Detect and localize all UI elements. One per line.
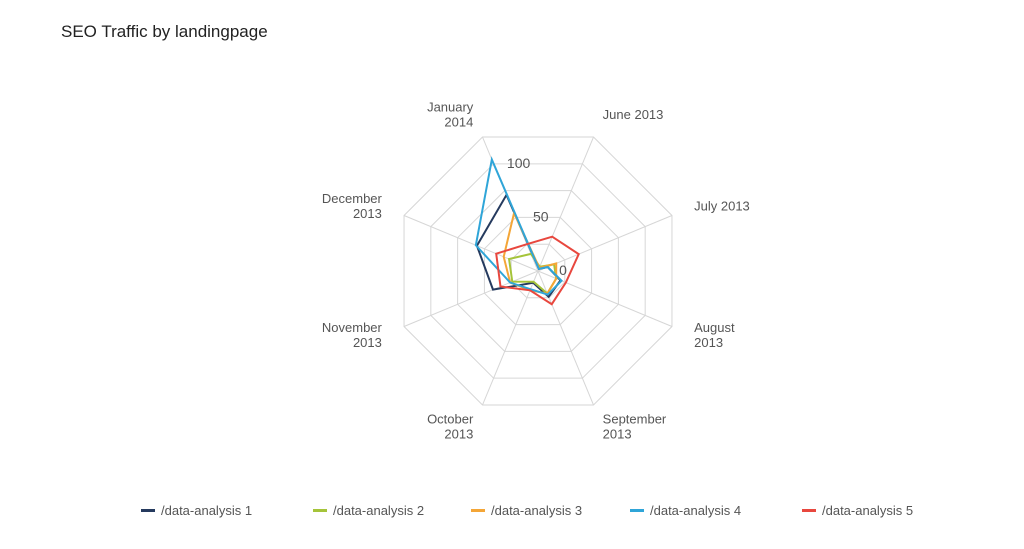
legend-item-series-3[interactable]: /data-analysis 3 — [471, 503, 582, 518]
series-line-4 — [474, 156, 563, 296]
category-label: June 2013 — [603, 107, 664, 122]
radial-tick-label: 100 — [507, 155, 531, 171]
legend-label-series-4: /data-analysis 4 — [650, 503, 742, 518]
series-line-5 — [495, 235, 580, 306]
category-label: November 2013 — [322, 320, 383, 350]
legend: /data-analysis 1 /data-analysis 2 /data-… — [0, 503, 1024, 523]
grid-spoke-5 — [482, 270, 539, 406]
category-label: December 2013 — [322, 191, 383, 221]
grid-spoke-6 — [403, 270, 539, 327]
legend-label-series-5: /data-analysis 5 — [822, 503, 914, 518]
series-line-2 — [507, 252, 558, 296]
radial-tick-label: 0 — [559, 262, 567, 278]
legend-item-series-4[interactable]: /data-analysis 4 — [630, 503, 741, 518]
legend-item-series-2[interactable]: /data-analysis 2 — [313, 503, 424, 518]
legend-swatch-series-1 — [141, 509, 155, 512]
legend-label-series-1: /data-analysis 1 — [161, 503, 253, 518]
category-label: September 2013 — [603, 412, 667, 442]
legend-item-series-1[interactable]: /data-analysis 1 — [141, 503, 252, 518]
grid-spoke-2 — [537, 215, 673, 272]
legend-item-series-5[interactable]: /data-analysis 5 — [802, 503, 913, 518]
legend-swatch-series-2 — [313, 509, 327, 512]
legend-swatch-series-4 — [630, 509, 644, 512]
radial-tick-label: 50 — [533, 208, 549, 224]
grid-spoke-7 — [403, 215, 539, 272]
category-label: October 2013 — [427, 412, 474, 442]
category-label: August 2013 — [694, 320, 735, 350]
grid-spoke-1 — [537, 136, 594, 272]
chart-title: SEO Traffic by landingpage — [61, 22, 268, 41]
legend-swatch-series-3 — [471, 509, 485, 512]
legend-label-series-2: /data-analysis 2 — [333, 503, 425, 518]
legend-label-series-3: /data-analysis 3 — [491, 503, 583, 518]
category-label: July 2013 — [694, 198, 750, 213]
legend-swatch-series-5 — [802, 509, 816, 512]
category-label: January 2014 — [427, 99, 474, 129]
